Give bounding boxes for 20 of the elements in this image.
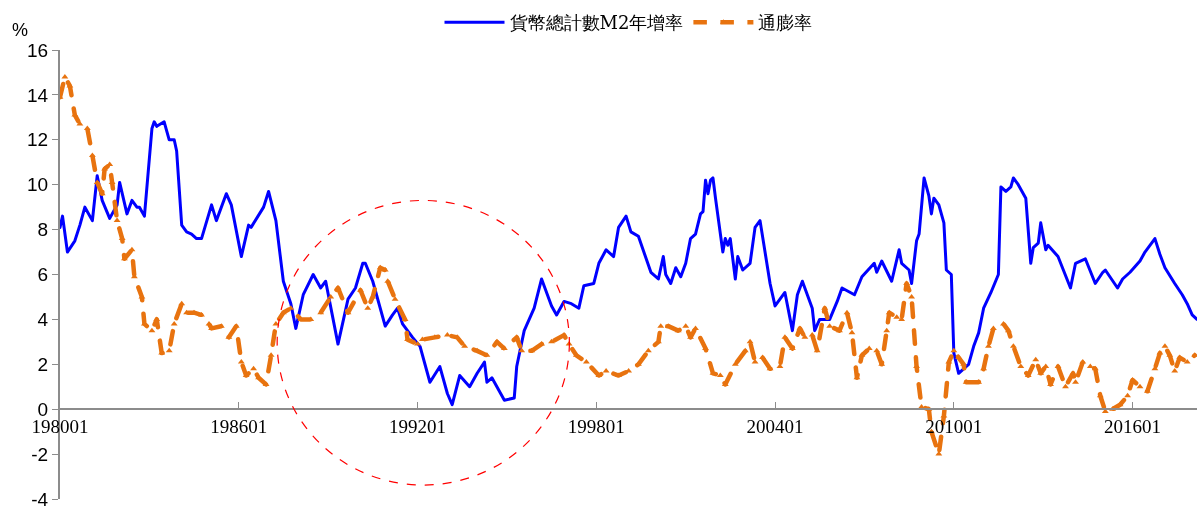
y-tick-label: -2 (31, 443, 49, 465)
legend-label: 通膨率 (758, 12, 813, 34)
x-tick-label: 201001 (925, 416, 983, 437)
y-tick-label: 4 (37, 309, 49, 331)
y-tick-label: 10 (27, 174, 49, 196)
legend-label: 貨幣總計數M2年增率 (509, 12, 684, 34)
y-axis-title: % (12, 20, 29, 40)
x-tick-label: 201601 (1104, 416, 1162, 437)
x-tick-label: 199801 (567, 416, 625, 437)
x-tick-label: 198601 (210, 416, 268, 437)
y-tick-label: 16 (27, 39, 49, 61)
y-tick-label: 2 (37, 353, 49, 375)
x-tick-label: 200401 (746, 416, 804, 437)
line-series (60, 120, 1197, 407)
y-tick-label: -4 (31, 488, 49, 510)
y-tick-label: 14 (27, 84, 49, 106)
x-tick-label: 199201 (389, 416, 447, 437)
y-tick-label: 6 (37, 264, 49, 286)
y-tick-label: 8 (37, 219, 49, 241)
y-tick-label: 12 (27, 129, 49, 151)
